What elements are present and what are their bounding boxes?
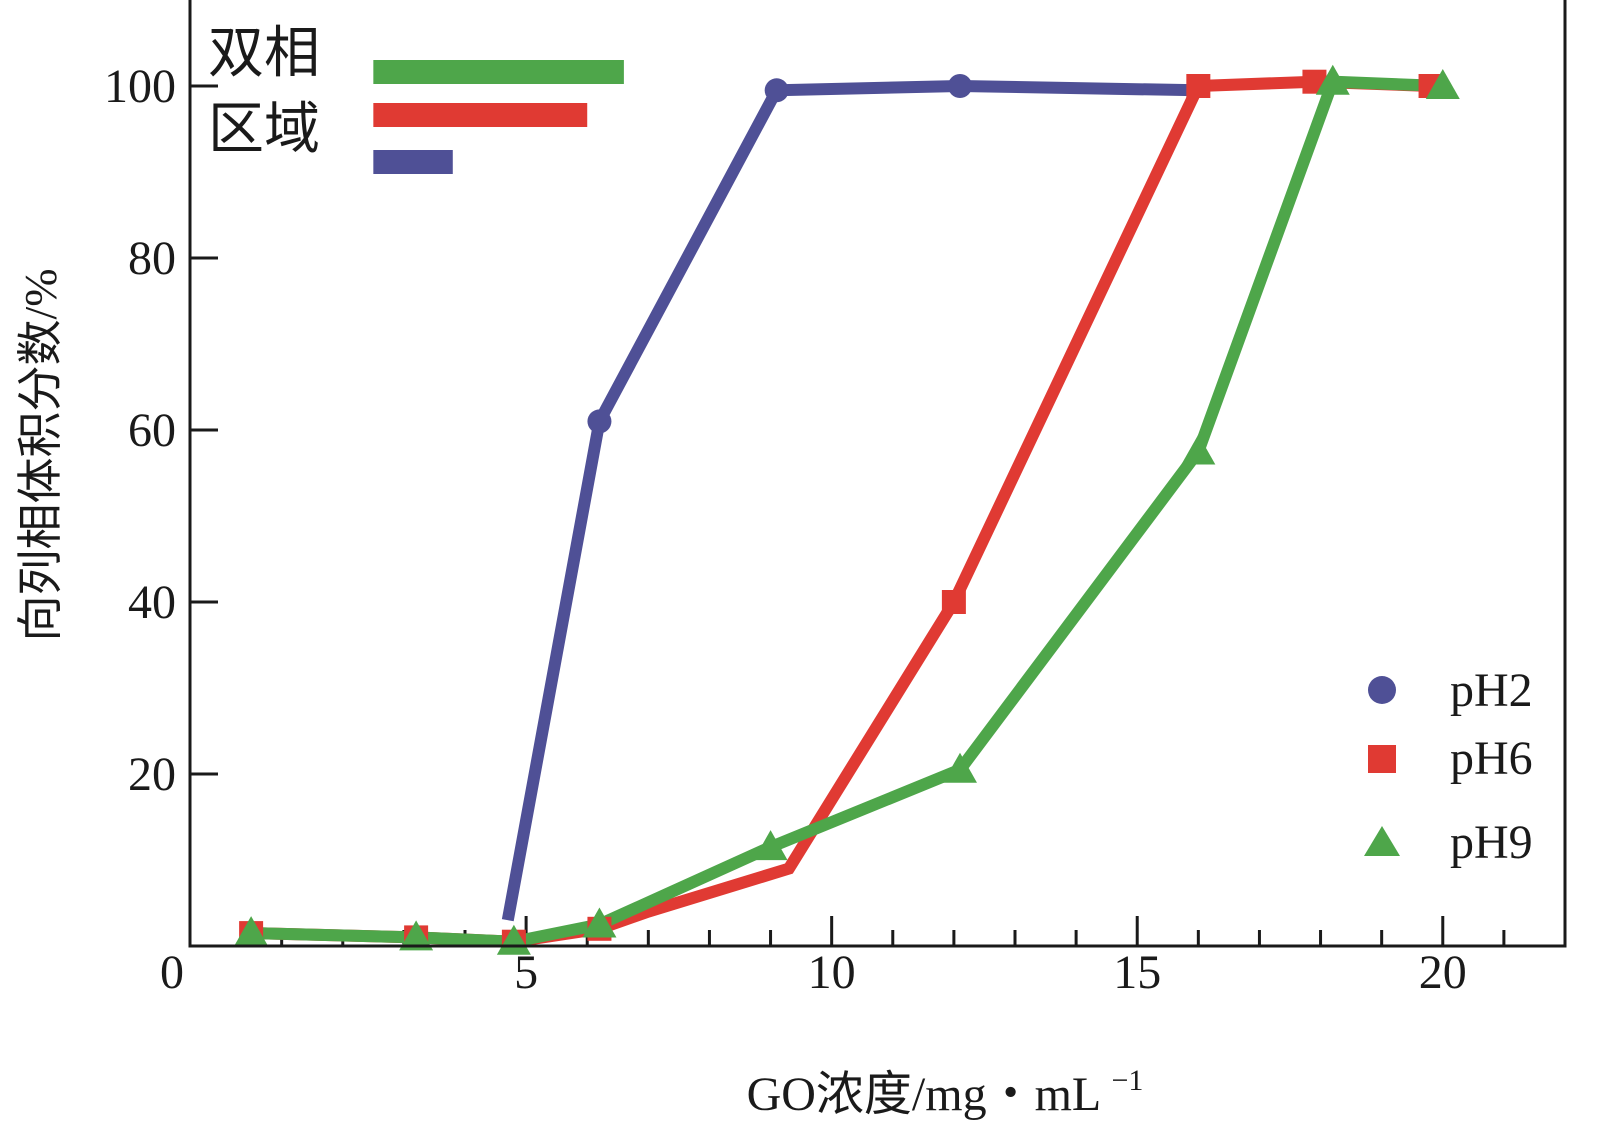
y-tick-label: 20 xyxy=(128,748,176,801)
legend-marker-ph6 xyxy=(1368,745,1396,773)
legend-label-ph2: pH2 xyxy=(1450,664,1533,717)
biphasic-bar-ph9 xyxy=(373,60,624,84)
series-group xyxy=(250,75,1444,948)
series-line-ph2 xyxy=(501,79,1199,922)
data-point-ph6 xyxy=(1186,74,1211,98)
biphasic-bar-ph6 xyxy=(373,103,588,127)
data-point-ph9 xyxy=(753,830,788,861)
x-axis-label: GO浓度/mg・mL −1 xyxy=(747,1064,1144,1121)
y-tick-label: 100 xyxy=(104,60,176,113)
data-point-ph9 xyxy=(943,752,977,783)
data-point-ph9 xyxy=(1425,69,1460,99)
plot-frame xyxy=(188,0,1567,948)
x-tick-label: 5 xyxy=(514,946,538,999)
x-tick-label: 15 xyxy=(1113,946,1161,999)
y-tick-label: 80 xyxy=(128,232,176,285)
series-legend: pH2 pH6 pH9 xyxy=(1364,664,1533,869)
origin-label: 0 xyxy=(160,946,184,999)
biphasic-label-line2: 区域 xyxy=(208,99,320,161)
legend-marker-ph9 xyxy=(1364,826,1400,856)
data-point-ph9 xyxy=(399,920,434,951)
data-point-ph2 xyxy=(587,409,612,434)
data-point-ph9 xyxy=(234,916,269,947)
y-axis-label: 向列相体积分数/% xyxy=(15,268,66,641)
data-point-ph2 xyxy=(764,78,789,103)
y-tick-label: 40 xyxy=(128,576,176,629)
x-axis-label-exponent: −1 xyxy=(1111,1064,1143,1097)
legend-label-ph9: pH9 xyxy=(1450,816,1533,869)
x-axis-label-main: GO浓度/mg・mL xyxy=(747,1068,1100,1121)
legend-label-ph6: pH6 xyxy=(1450,732,1533,785)
data-point-ph9 xyxy=(1181,434,1216,465)
biphasic-label-line1: 双相 xyxy=(208,23,320,85)
x-tick-label: 10 xyxy=(808,946,856,999)
data-point-ph6 xyxy=(941,590,966,614)
series-line-ph9 xyxy=(250,75,1444,948)
y-tick-label: 60 xyxy=(128,404,176,457)
data-point-ph9 xyxy=(1315,64,1350,95)
markers-group xyxy=(234,64,1460,955)
legend-marker-ph2 xyxy=(1368,676,1396,704)
data-point-ph9 xyxy=(582,907,617,938)
biphasic-bar-ph2 xyxy=(373,150,453,174)
biphasic-bars-group xyxy=(373,60,624,174)
x-tick-label: 20 xyxy=(1419,946,1467,999)
axes-group: 5 10 15 20 20 40 60 80 100 xyxy=(104,60,1567,999)
data-point-ph2 xyxy=(948,74,972,98)
